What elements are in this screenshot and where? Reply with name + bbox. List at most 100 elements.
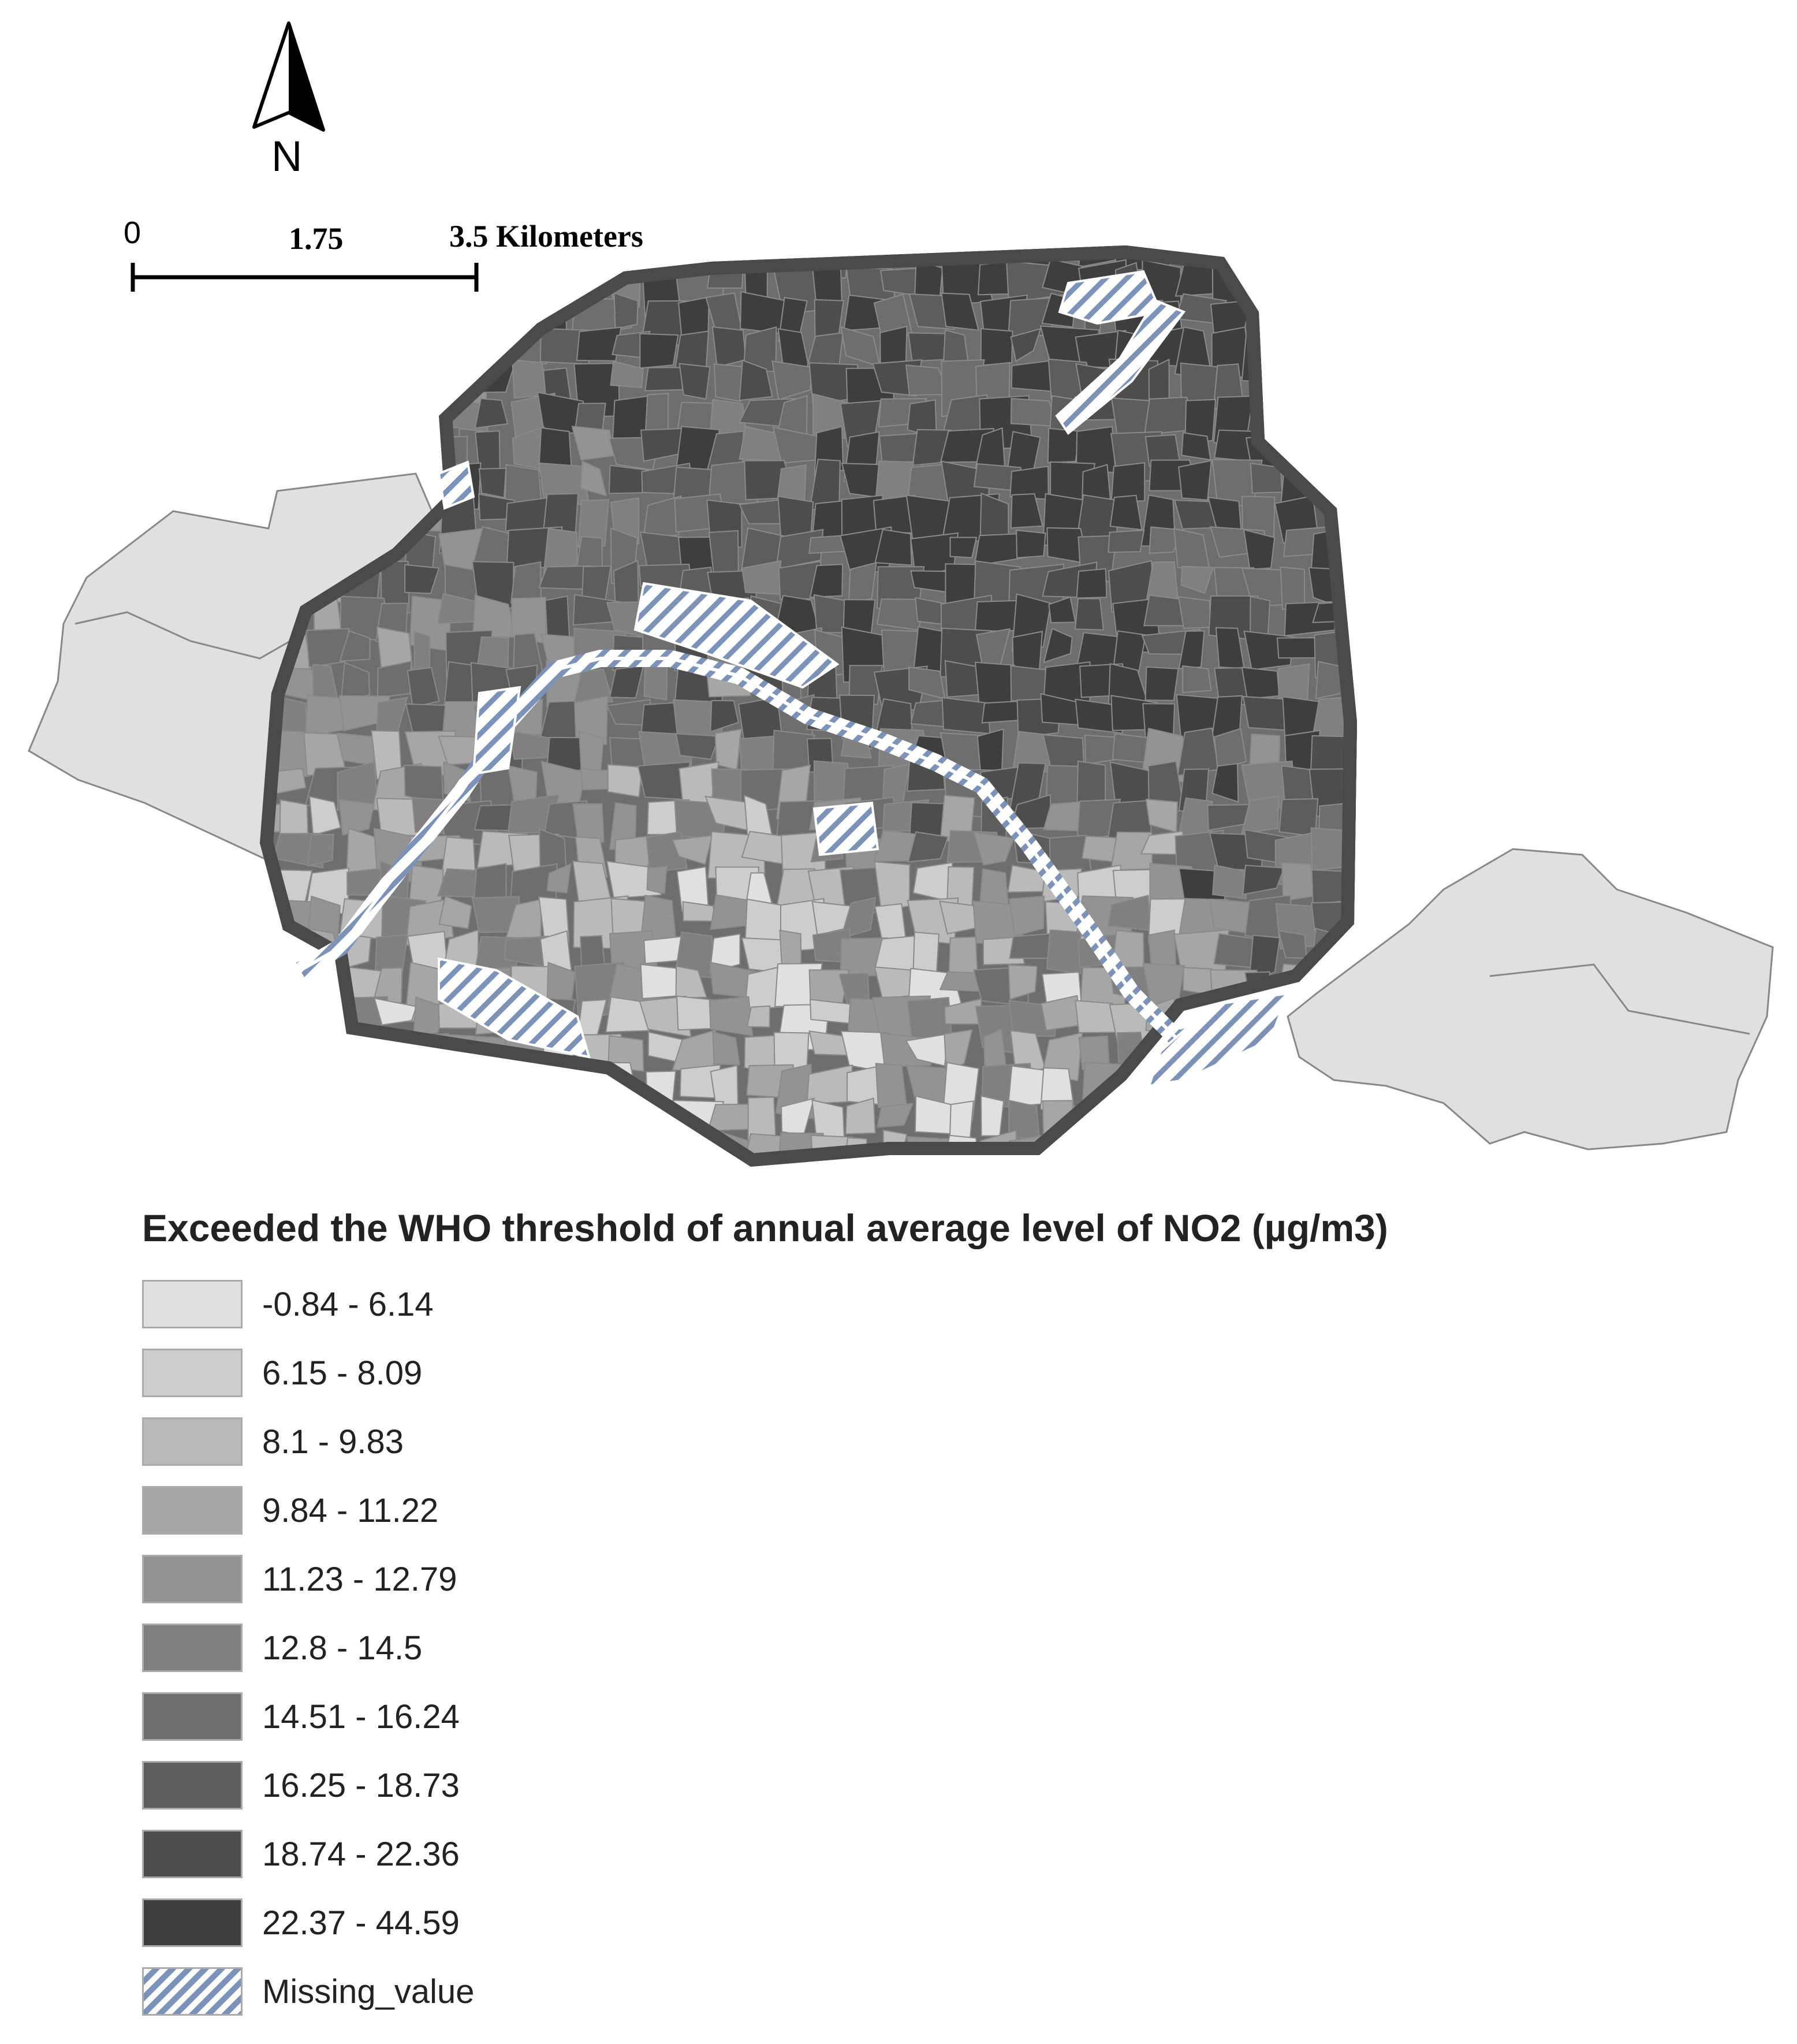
map-cell [973,831,1015,866]
map-cell [406,1098,439,1149]
map-cell [1311,327,1350,380]
map-cell [672,835,713,865]
map-cell [260,1097,281,1149]
map-cell [1250,260,1278,306]
map-cell [1145,1163,1191,1167]
map-cell [379,392,423,433]
map-cell [845,1097,876,1135]
map-cell [1075,698,1124,734]
map-cell [1350,1135,1357,1167]
map-cell [1277,396,1307,442]
map-cell [941,292,979,331]
map-cell [1207,1138,1267,1167]
map-cell [304,1065,363,1111]
map-cell [538,1099,595,1153]
legend-label: 11.23 - 12.79 [262,1560,457,1598]
map-cell [1243,1064,1274,1095]
map-cell [874,528,912,566]
map-cell [479,1163,524,1167]
map-cell [303,330,358,365]
legend-swatch-missing [142,1967,243,2016]
map-cell [1274,1102,1331,1156]
map-cell [443,1066,487,1114]
map-cell [607,764,643,798]
map-cell [1343,1100,1357,1140]
map-cell [1181,432,1211,461]
map-cell [379,292,426,351]
legend-swatch [142,1898,243,1947]
map-cell [260,934,289,971]
map-cell [1345,363,1357,410]
map-cell [1243,1163,1297,1167]
map-cell [376,626,413,670]
map-cell [307,833,334,867]
map-cell [1108,529,1145,553]
map-cell [1311,869,1357,904]
map-cell [275,1032,320,1064]
map-cell [1312,263,1347,301]
map-cell [638,1128,690,1167]
map-cell [1214,1173,1250,1198]
map-cell [1307,301,1343,329]
map-cell [1278,245,1328,258]
north-arrow-icon [252,21,325,132]
map-cell [1110,1130,1162,1167]
map-cell [438,895,472,929]
map-cell [407,667,440,708]
legend-swatch [142,1349,243,1397]
map-cell [1274,327,1323,367]
map-cell [809,999,852,1025]
map-cell [1311,1095,1353,1132]
map-cell [840,897,877,939]
map-cell [1345,631,1357,682]
map-cell [260,263,280,314]
map-cell [339,1137,378,1166]
map-cell [1343,465,1357,518]
map-cell [646,865,668,895]
legend-swatch [142,1417,243,1466]
map-cell [260,436,274,478]
map-cell [1076,1172,1135,1196]
map-cell [504,258,539,317]
map-cell [1312,403,1357,424]
map-cell [271,1137,316,1167]
map-cell [572,803,605,846]
north-label: N [271,132,303,180]
map-cell [1184,399,1217,445]
map-cell [848,561,877,602]
map-cell [307,1030,353,1088]
map-cell [1074,598,1105,631]
map-cell [580,460,607,497]
legend-label: 22.37 - 44.59 [262,1904,460,1942]
map-cell [909,1163,947,1167]
map-cell [1178,630,1205,669]
map-cell [305,628,350,668]
map-cell [741,1163,783,1167]
map-cell [260,1028,273,1067]
map-cell [374,327,408,379]
map-cell [303,1130,337,1167]
map-cell [439,1137,493,1161]
map-cell [1109,494,1143,531]
map-cell [1141,1101,1175,1140]
map-cell [675,965,707,999]
map-cell [541,258,584,295]
map-cell [1280,359,1311,414]
map-cell [605,996,653,1033]
map-cell [1043,627,1073,664]
map-cell [641,1168,673,1191]
map-cell [507,1138,553,1167]
map-cell [1344,426,1357,472]
map-cell [575,1105,628,1147]
map-cell [304,368,355,400]
map-cell [412,296,442,327]
legend-title: Exceeded the WHO threshold of annual ave… [142,1207,1388,1249]
map-cell [639,333,679,369]
peripherique-ring [260,245,1357,1167]
map-cell [260,361,273,399]
map-cell [1008,964,1038,1000]
legend-label: 18.74 - 22.36 [262,1835,460,1873]
legend-row: 6.15 - 8.09 [142,1347,422,1399]
map-cell [338,1064,371,1099]
